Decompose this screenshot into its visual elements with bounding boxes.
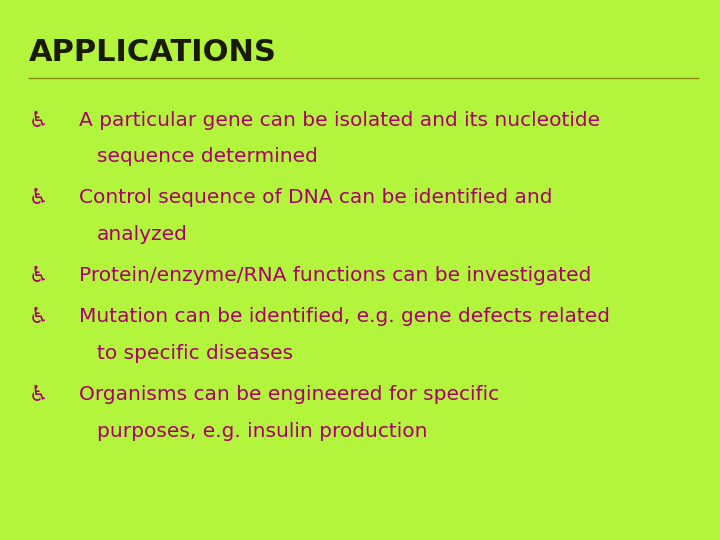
- Text: ♿: ♿: [29, 111, 48, 131]
- Text: Mutation can be identified, e.g. gene defects related: Mutation can be identified, e.g. gene de…: [79, 307, 611, 326]
- Text: A particular gene can be isolated and its nucleotide: A particular gene can be isolated and it…: [79, 111, 600, 130]
- Text: ♿: ♿: [29, 307, 48, 327]
- Text: APPLICATIONS: APPLICATIONS: [29, 38, 276, 67]
- Text: ♿: ♿: [29, 188, 48, 208]
- Text: to specific diseases: to specific diseases: [97, 344, 293, 363]
- Text: Organisms can be engineered for specific: Organisms can be engineered for specific: [79, 385, 500, 404]
- Text: sequence determined: sequence determined: [97, 147, 318, 166]
- Text: ♿: ♿: [29, 266, 48, 286]
- Text: purposes, e.g. insulin production: purposes, e.g. insulin production: [97, 422, 428, 441]
- Text: ♿: ♿: [29, 385, 48, 405]
- Text: analyzed: analyzed: [97, 225, 188, 244]
- Text: Protein/enzyme/RNA functions can be investigated: Protein/enzyme/RNA functions can be inve…: [79, 266, 592, 285]
- Text: Control sequence of DNA can be identified and: Control sequence of DNA can be identifie…: [79, 188, 553, 207]
